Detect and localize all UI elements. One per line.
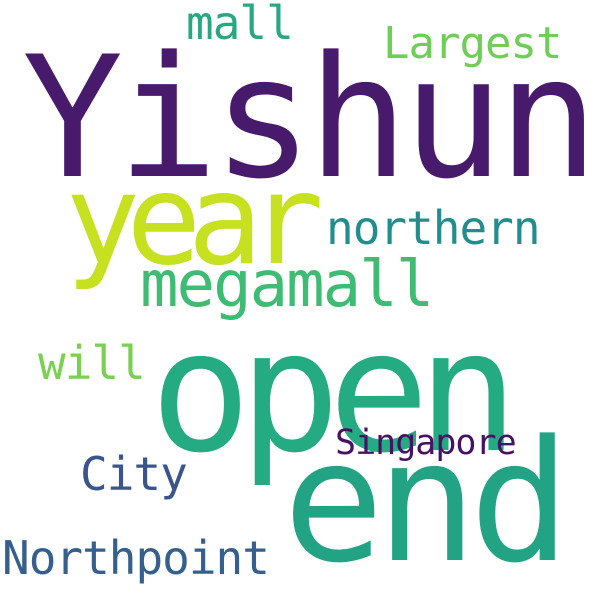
word-yishun: Yishun [22, 20, 599, 216]
word-mall: mall [186, 0, 294, 50]
word-city: City [80, 447, 188, 501]
word-largest: Largest [383, 18, 562, 69]
word-northern: northern [326, 201, 541, 255]
word-northpoint: Northpoint [2, 531, 270, 585]
word-open: open [150, 294, 519, 490]
word-end: end [283, 404, 570, 600]
word-singapore: Singapore [335, 423, 517, 463]
word-year: year [65, 148, 324, 293]
word-will: will [38, 336, 146, 390]
word-megamall: megamall [140, 248, 434, 322]
